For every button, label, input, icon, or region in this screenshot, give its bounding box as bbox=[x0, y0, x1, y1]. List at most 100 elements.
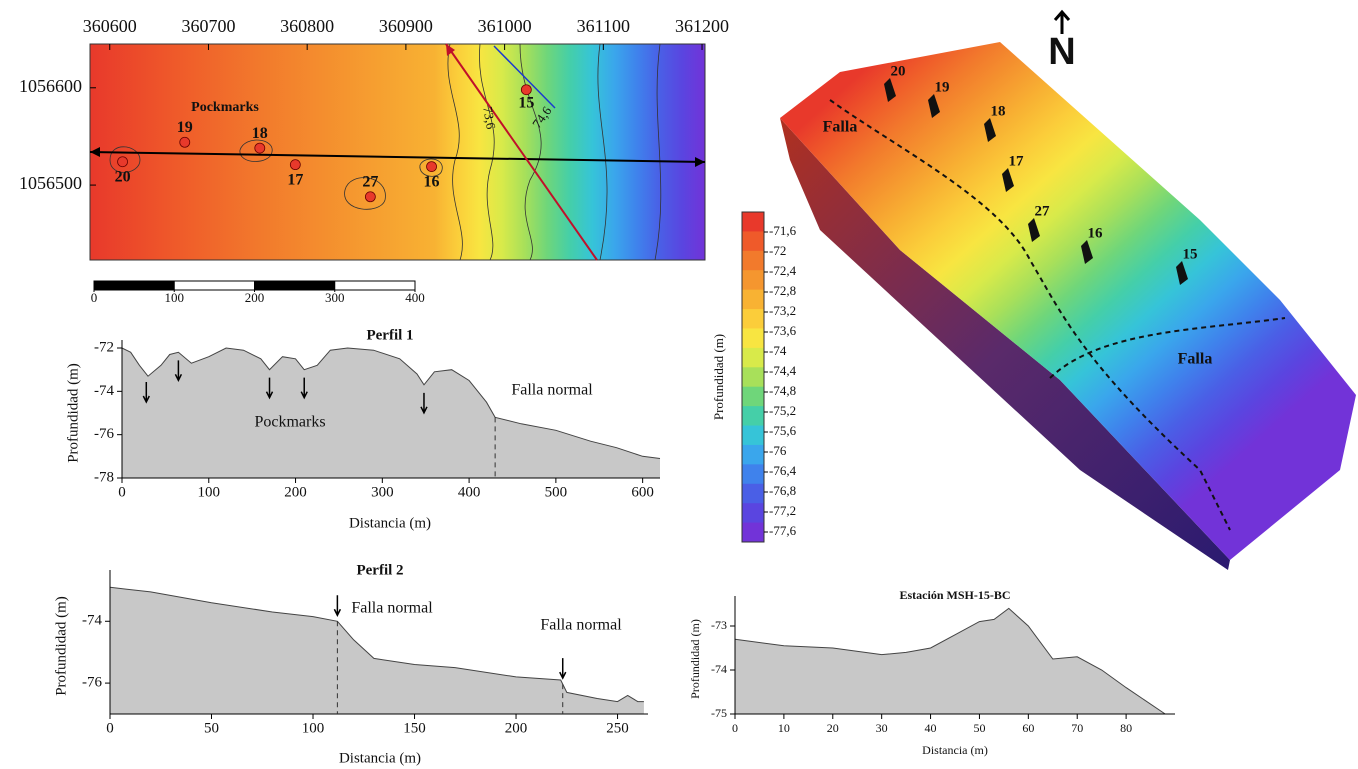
pockmark-label: 17 bbox=[1009, 153, 1025, 169]
colorbar-band bbox=[742, 328, 764, 348]
colorbar-label: -77,2 bbox=[769, 503, 796, 518]
scale-label: 400 bbox=[405, 290, 425, 305]
colorbar-band bbox=[742, 523, 764, 543]
x-tick-label: 50 bbox=[204, 720, 219, 736]
x-tick-label: 600 bbox=[631, 484, 654, 500]
y-axis-label: Profundidad (m) bbox=[688, 619, 702, 699]
colorbar-label: -72,8 bbox=[769, 283, 796, 298]
colorbar-band bbox=[742, 309, 764, 329]
chart-title: Perfil 1 bbox=[366, 327, 413, 343]
x-tick-label: 300 bbox=[371, 484, 394, 500]
x-tick-label: 20 bbox=[827, 721, 839, 735]
scale-segment bbox=[94, 281, 174, 290]
scale-segment bbox=[335, 281, 415, 290]
chart-title: Perfil 2 bbox=[356, 562, 403, 578]
x-tick-label: 0 bbox=[106, 720, 114, 736]
x-tick-label: 40 bbox=[925, 721, 937, 735]
pockmark bbox=[290, 160, 300, 170]
colorbar-label: -72,4 bbox=[769, 263, 797, 278]
colorbar-band bbox=[742, 387, 764, 407]
pockmark-label: 18 bbox=[991, 103, 1006, 119]
colorbar-label: -76,8 bbox=[769, 483, 796, 498]
colorbar-band bbox=[742, 290, 764, 310]
colorbar-label: -74,8 bbox=[769, 383, 796, 398]
colorbar-label: -72 bbox=[769, 243, 786, 258]
scale-label: 0 bbox=[91, 290, 98, 305]
pockmark-label: 19 bbox=[177, 119, 193, 136]
y-tick-label: 1056600 bbox=[19, 76, 82, 96]
x-tick-label: 200 bbox=[284, 484, 307, 500]
scale-segment bbox=[174, 281, 254, 290]
pockmark-label: 15 bbox=[1183, 246, 1198, 262]
colorbar-label: -73,2 bbox=[769, 303, 796, 318]
x-axis-label: Distancia (m) bbox=[349, 515, 431, 531]
colorbar-label: -75,2 bbox=[769, 403, 796, 418]
x-tick-label: 80 bbox=[1120, 721, 1132, 735]
colorbar-band bbox=[742, 251, 764, 271]
depth-area bbox=[122, 348, 660, 478]
pockmark-label: 16 bbox=[1088, 225, 1104, 241]
x-tick-label: 400 bbox=[458, 484, 481, 500]
pockmark bbox=[427, 162, 437, 172]
pockmark-label: 16 bbox=[424, 173, 440, 190]
pockmark bbox=[365, 192, 375, 202]
x-tick-label: 360600 bbox=[83, 16, 137, 36]
annotation: Falla normal bbox=[511, 382, 593, 399]
x-tick-label: 50 bbox=[973, 721, 985, 735]
pockmark-label: 17 bbox=[287, 171, 303, 188]
colorbar-band bbox=[742, 231, 764, 251]
y-tick-label: -73 bbox=[711, 618, 727, 632]
colorbar-band bbox=[742, 270, 764, 290]
y-axis-label: Profundidad (m) bbox=[65, 363, 81, 463]
pockmark bbox=[180, 137, 190, 147]
x-axis-label: Distancia (m) bbox=[922, 743, 988, 757]
x-tick-label: 361200 bbox=[675, 16, 729, 36]
y-tick-label: -74 bbox=[82, 613, 102, 629]
pockmark bbox=[118, 157, 128, 167]
colorbar-label: -76,4 bbox=[769, 463, 797, 478]
x-tick-label: 70 bbox=[1071, 721, 1083, 735]
y-tick-label: 1056500 bbox=[19, 173, 82, 193]
colorbar-band bbox=[742, 426, 764, 446]
annotation: Falla normal bbox=[540, 617, 622, 634]
colorbar-band bbox=[742, 212, 764, 232]
colorbar-band bbox=[742, 484, 764, 504]
pockmark-label: 18 bbox=[252, 125, 268, 142]
chart-title: Estación MSH-15-BC bbox=[900, 588, 1011, 602]
x-tick-label: 361000 bbox=[478, 16, 532, 36]
depth-area bbox=[735, 608, 1165, 714]
y-tick-label: -76 bbox=[94, 426, 114, 442]
scale-label: 200 bbox=[245, 290, 265, 305]
colorbar-band bbox=[742, 406, 764, 426]
scale-label: 300 bbox=[325, 290, 345, 305]
colorbar-label: -74,4 bbox=[769, 363, 797, 378]
pockmark bbox=[521, 85, 531, 95]
colorbar-band bbox=[742, 367, 764, 387]
arrow bbox=[334, 595, 340, 615]
x-tick-label: 100 bbox=[302, 720, 325, 736]
block-surface bbox=[780, 42, 1356, 560]
pockmark-label: 15 bbox=[518, 94, 534, 111]
x-tick-label: 360700 bbox=[181, 16, 235, 36]
x-tick-label: 0 bbox=[732, 721, 738, 735]
scale-segment bbox=[255, 281, 335, 290]
fault-label: Falla bbox=[823, 119, 858, 136]
colorbar-band bbox=[742, 348, 764, 368]
annotation: Falla normal bbox=[351, 600, 433, 617]
annotation: Pockmarks bbox=[254, 414, 325, 431]
map-annotation: Pockmarks bbox=[191, 100, 259, 115]
y-tick-label: -72 bbox=[94, 339, 114, 355]
y-tick-label: -78 bbox=[94, 469, 114, 485]
arrow bbox=[560, 658, 566, 678]
colorbar-label: -76 bbox=[769, 443, 787, 458]
x-tick-label: 0 bbox=[118, 484, 126, 500]
x-tick-label: 250 bbox=[606, 720, 629, 736]
y-axis-label: Profundidad (m) bbox=[53, 596, 69, 696]
x-tick-label: 10 bbox=[778, 721, 790, 735]
pockmark bbox=[255, 143, 265, 153]
colorbar-label: -77,6 bbox=[769, 523, 797, 538]
x-tick-label: 100 bbox=[198, 484, 221, 500]
y-tick-label: -75 bbox=[711, 706, 727, 720]
pockmark-label: 20 bbox=[115, 168, 131, 185]
x-axis-label: Distancia (m) bbox=[339, 750, 421, 766]
